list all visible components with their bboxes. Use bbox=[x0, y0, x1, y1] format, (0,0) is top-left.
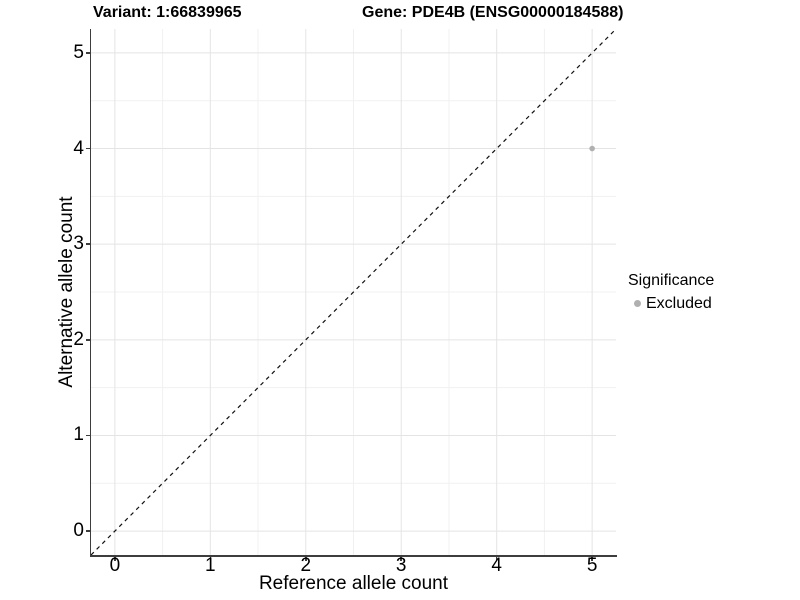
legend-items: Excluded bbox=[628, 294, 798, 313]
x-tick-label: 0 bbox=[109, 555, 121, 576]
x-tick-mark bbox=[400, 556, 402, 561]
identity-dashed-line bbox=[90, 28, 617, 556]
data-point bbox=[589, 145, 595, 152]
y-tick-mark bbox=[85, 530, 90, 532]
plot-area-svg bbox=[90, 28, 617, 556]
legend-title: Significance bbox=[628, 272, 715, 289]
y-tick-mark bbox=[85, 339, 90, 341]
y-tick-label: 3 bbox=[73, 233, 84, 255]
x-tick-mark bbox=[305, 556, 307, 561]
x-tick-mark bbox=[591, 556, 593, 561]
plot-panel bbox=[90, 28, 617, 556]
x-axis-title: Reference allele count bbox=[258, 573, 449, 594]
x-tick-mark bbox=[114, 556, 116, 561]
y-axis-title: Alternative allele count bbox=[56, 196, 77, 388]
x-tick-mark bbox=[495, 556, 498, 561]
legend-item-label: Excluded bbox=[646, 295, 712, 312]
x-tick-label: 1 bbox=[205, 555, 216, 576]
variant-title: Variant: 1:66839965 bbox=[93, 4, 242, 21]
y-tick-label: 0 bbox=[73, 520, 84, 542]
legend-item: Excluded bbox=[628, 294, 798, 313]
x-tick-label: 3 bbox=[395, 555, 407, 576]
x-tick-label: 2 bbox=[300, 555, 312, 576]
legend-dot-icon bbox=[633, 300, 641, 307]
y-tick-mark bbox=[85, 52, 90, 54]
y-tick-mark bbox=[85, 434, 90, 437]
y-tick-label: 5 bbox=[73, 41, 84, 63]
legend-key bbox=[628, 295, 646, 313]
x-tick-label: 4 bbox=[491, 555, 502, 576]
gene-title: Gene: PDE4B (ENSG00000184588) bbox=[362, 4, 624, 21]
y-tick-mark bbox=[85, 147, 90, 150]
x-axis-line bbox=[89, 555, 617, 557]
x-tick-mark bbox=[209, 556, 212, 561]
x-tick-label: 5 bbox=[586, 555, 598, 576]
y-axis-line bbox=[89, 29, 91, 557]
y-tick-mark bbox=[85, 243, 90, 245]
y-tick-label: 2 bbox=[73, 328, 84, 350]
legend: Significance Excluded bbox=[628, 271, 798, 313]
y-tick-label: 4 bbox=[73, 137, 84, 159]
y-tick-label: 1 bbox=[73, 424, 84, 446]
